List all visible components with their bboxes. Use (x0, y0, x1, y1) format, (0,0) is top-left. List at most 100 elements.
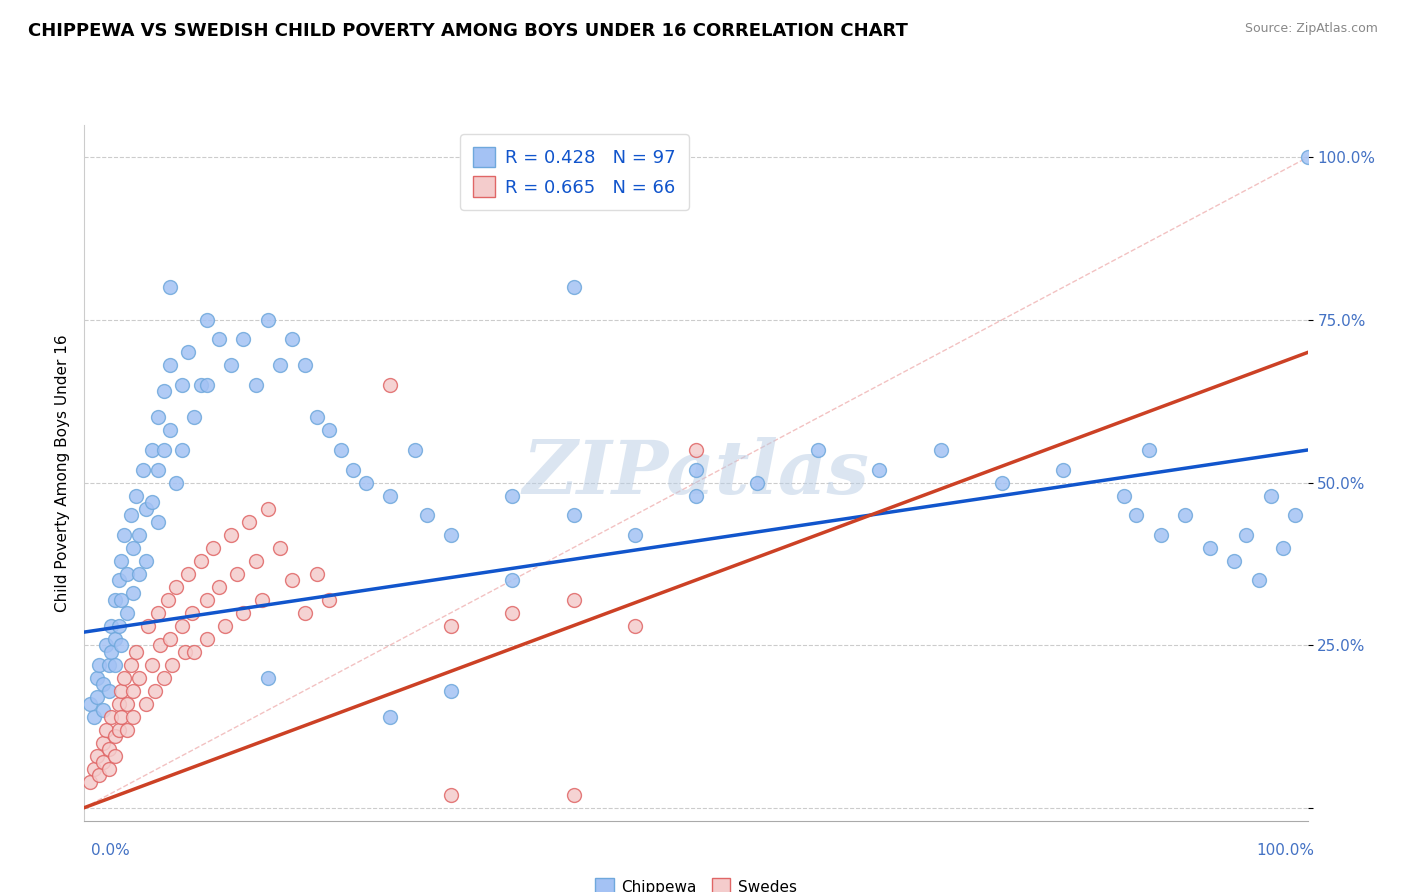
Point (245, 378, 267, 392)
Point (107, 618, 129, 632)
Point (318, 424, 340, 438)
Point (173, 644, 195, 658)
Point (195, 632, 218, 646)
Point (100, 644, 122, 658)
Y-axis label: Child Poverty Among Boys Under 16: Child Poverty Among Boys Under 16 (55, 334, 70, 612)
Point (110, 709, 132, 723)
Point (97, 683, 120, 698)
Point (86, 748, 108, 763)
Point (201, 541, 224, 555)
Point (1296, 150, 1319, 164)
Point (115, 606, 138, 620)
Point (1223, 553, 1246, 567)
Point (172, 442, 194, 457)
Point (354, 475, 377, 490)
Point (86, 671, 108, 685)
Point (165, 475, 187, 490)
Point (1125, 508, 1147, 522)
Legend: Chippewa, Swedes: Chippewa, Swedes (588, 871, 804, 892)
Point (120, 657, 142, 672)
Point (257, 671, 280, 685)
Point (79, 774, 101, 789)
Point (1114, 489, 1136, 503)
Point (87, 768, 110, 782)
Point (120, 508, 142, 522)
Text: ZIPatlas: ZIPatlas (523, 436, 869, 509)
Point (440, 788, 463, 802)
Point (250, 592, 273, 607)
Point (128, 671, 150, 685)
Point (1198, 541, 1220, 555)
Point (330, 442, 353, 457)
Point (990, 475, 1012, 490)
Point (165, 580, 187, 594)
Point (195, 592, 218, 607)
Point (1247, 573, 1270, 587)
Point (183, 410, 205, 425)
Point (219, 527, 242, 541)
Point (125, 489, 148, 503)
Point (807, 442, 830, 457)
Point (91, 677, 114, 691)
Point (1150, 527, 1173, 541)
Point (318, 592, 340, 607)
Point (87, 657, 110, 672)
Point (232, 606, 254, 620)
Point (1174, 508, 1197, 522)
Point (86, 690, 108, 704)
Point (208, 580, 231, 594)
Point (141, 657, 163, 672)
Point (562, 788, 585, 802)
Point (269, 359, 291, 373)
Point (122, 709, 145, 723)
Point (146, 410, 169, 425)
Point (226, 566, 249, 581)
Point (257, 313, 280, 327)
Point (929, 442, 952, 457)
Point (141, 442, 163, 457)
Point (1137, 442, 1160, 457)
Point (380, 378, 402, 392)
Point (190, 378, 212, 392)
Point (135, 501, 157, 516)
Point (685, 462, 707, 476)
Text: 100.0%: 100.0% (1257, 843, 1315, 858)
Point (380, 489, 402, 503)
Point (91, 736, 114, 750)
Point (305, 566, 328, 581)
Point (1284, 508, 1306, 522)
Point (747, 475, 769, 490)
Point (128, 527, 150, 541)
Point (404, 442, 426, 457)
Point (1052, 462, 1074, 476)
Point (143, 683, 166, 698)
Point (177, 566, 200, 581)
Point (100, 709, 122, 723)
Point (190, 553, 212, 567)
Point (214, 618, 236, 632)
Point (159, 424, 181, 438)
Point (135, 697, 157, 711)
Point (501, 573, 523, 587)
Point (562, 280, 585, 294)
Point (104, 632, 127, 646)
Point (305, 410, 328, 425)
Point (177, 345, 200, 359)
Point (146, 515, 169, 529)
Point (562, 592, 585, 607)
Point (97, 657, 120, 672)
Point (208, 333, 231, 347)
Point (104, 592, 127, 607)
Point (294, 359, 316, 373)
Point (501, 489, 523, 503)
Point (104, 748, 127, 763)
Point (1234, 527, 1257, 541)
Point (416, 508, 439, 522)
Text: CHIPPEWA VS SWEDISH CHILD POVERTY AMONG BOYS UNDER 16 CORRELATION CHART: CHIPPEWA VS SWEDISH CHILD POVERTY AMONG … (28, 22, 908, 40)
Point (83, 709, 105, 723)
Point (104, 657, 127, 672)
Point (440, 683, 463, 698)
Point (294, 606, 316, 620)
Point (245, 553, 267, 567)
Point (107, 573, 129, 587)
